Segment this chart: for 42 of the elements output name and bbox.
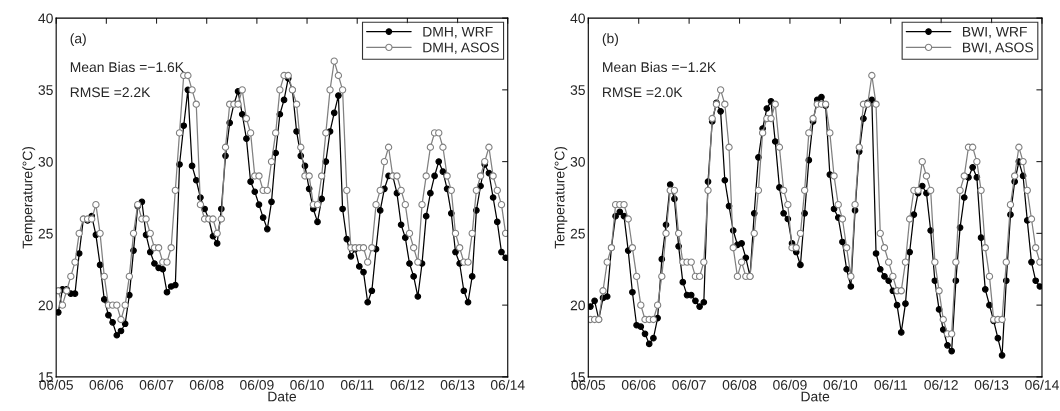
x-tick-label: 06/08	[722, 379, 757, 390]
annotation: (a)	[70, 33, 86, 47]
y-tick-label: 25	[38, 228, 53, 239]
x-tick-label: 06/14	[490, 379, 525, 390]
legend-label: DMH, ASOS	[423, 42, 499, 54]
x-axis-title: Date	[801, 391, 830, 402]
legend-label: BWI, ASOS	[963, 42, 1034, 54]
x-tick-label: 06/08	[189, 379, 224, 390]
x-tick-label: 06/12	[390, 379, 425, 390]
legend-label: BWI, WRF	[963, 26, 1027, 39]
annotation: (b)	[602, 33, 619, 47]
y-tick-label: 40	[38, 13, 53, 24]
annotation: Mean Bias =−1.6K	[70, 61, 184, 73]
y-axis-title: Temperature(°C)	[22, 146, 36, 249]
legend-label: DMH, WRF	[423, 26, 493, 39]
x-tick-label: 06/10	[290, 379, 324, 390]
x-tick-label: 06/09	[240, 379, 274, 390]
x-tick-label: 06/13	[974, 379, 1009, 390]
y-axis-title: Temperature(°C)	[554, 146, 568, 249]
y-tick-label: 20	[570, 300, 585, 311]
x-tick-label: 06/12	[924, 379, 958, 390]
x-tick-label: 06/09	[773, 379, 807, 390]
x-tick-label: 06/06	[621, 379, 656, 390]
x-tick-label: 06/11	[874, 379, 907, 390]
y-tick-label: 30	[570, 156, 585, 167]
annotation: RMSE =2.2K	[70, 87, 151, 98]
annotation: Mean Bias =−1.2K	[603, 61, 717, 73]
y-tick-label: 30	[38, 156, 53, 167]
y-tick-label: 40	[570, 13, 585, 24]
x-tick-label: 06/07	[139, 379, 174, 390]
x-tick-label: 06/07	[672, 379, 706, 390]
y-tick-label: 25	[570, 228, 585, 239]
y-tick-label: 35	[570, 85, 585, 96]
x-axis-title: Date	[268, 391, 297, 402]
x-tick-label: 06/13	[440, 379, 475, 390]
x-tick-label: 06/14	[1025, 379, 1059, 390]
y-tick-label: 20	[38, 300, 53, 311]
x-tick-label: 06/11	[340, 379, 374, 390]
x-tick-label: 06/06	[89, 379, 124, 390]
annotation: RMSE =2.0K	[603, 87, 683, 98]
y-tick-label: 35	[38, 85, 53, 96]
x-tick-label: 06/10	[823, 379, 858, 390]
